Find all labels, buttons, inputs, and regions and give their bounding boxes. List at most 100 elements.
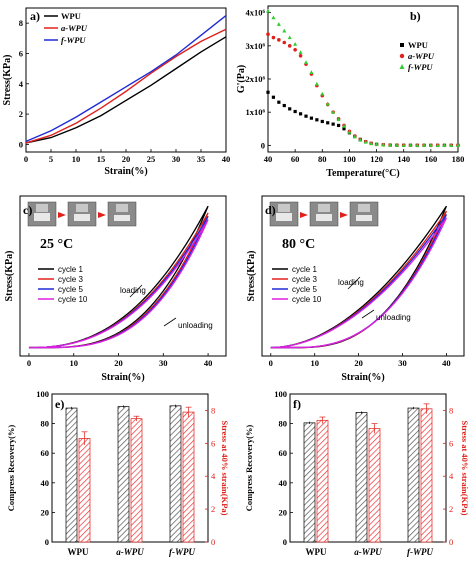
data-point bbox=[293, 109, 297, 114]
y-tick-label: 6 bbox=[19, 48, 23, 58]
data-point bbox=[408, 143, 413, 147]
panel-label: c) bbox=[23, 203, 32, 217]
data-point bbox=[282, 103, 286, 108]
data-point bbox=[315, 118, 319, 122]
panel-label: d) bbox=[265, 203, 276, 217]
arrow-right-icon bbox=[98, 212, 106, 218]
legend-label: cycle 1 bbox=[58, 265, 83, 274]
bar-compress-recovery bbox=[303, 422, 316, 543]
data-point bbox=[298, 53, 303, 58]
legend-label: cycle 3 bbox=[58, 275, 83, 284]
data-point bbox=[293, 48, 297, 52]
bar-compress-recovery bbox=[407, 407, 420, 543]
bar-compress-recovery bbox=[355, 412, 368, 543]
y-tick-label: 40 bbox=[279, 478, 288, 488]
data-point bbox=[293, 41, 298, 46]
x-tick-label: 5 bbox=[49, 154, 53, 164]
data-point bbox=[449, 143, 454, 147]
legend-label: cycle 1 bbox=[292, 265, 317, 274]
data-point bbox=[271, 35, 276, 40]
y-tick-label: 4 bbox=[19, 79, 24, 89]
x-tick-label: 40 bbox=[204, 358, 213, 368]
data-point bbox=[282, 28, 287, 33]
annotation-unloading: unloading bbox=[178, 321, 213, 330]
y2-tick-label: 8 bbox=[449, 405, 453, 415]
x-tick-label: 0 bbox=[27, 358, 31, 368]
inset-photo-sample bbox=[114, 215, 130, 221]
x-tick-label: 20 bbox=[354, 358, 363, 368]
data-point bbox=[331, 122, 335, 126]
data-point bbox=[266, 90, 270, 94]
y-tick-label: 60 bbox=[41, 448, 50, 458]
category-label: WPU bbox=[306, 547, 327, 557]
x-tick-label: 30 bbox=[159, 358, 168, 368]
panel-label: a) bbox=[30, 9, 40, 23]
y-axis-label: Compress Recovery(%) bbox=[244, 425, 254, 512]
data-point bbox=[435, 143, 440, 147]
data-point bbox=[309, 116, 314, 120]
y-tick-label: 60 bbox=[279, 448, 288, 458]
legend-marker bbox=[400, 43, 404, 47]
legend-label: cycle 5 bbox=[292, 285, 317, 294]
y2-axis-label: Stress at 40% strain(KPa) bbox=[220, 421, 230, 516]
plot-frame bbox=[19, 195, 227, 357]
data-point bbox=[304, 114, 308, 118]
x-axis-label: Temperature(°C) bbox=[326, 168, 399, 179]
arrow-right-icon bbox=[300, 212, 308, 218]
bar-stress bbox=[78, 438, 91, 543]
data-point bbox=[326, 121, 330, 125]
data-point bbox=[422, 143, 427, 147]
bar-stress bbox=[316, 419, 329, 543]
y-tick-label: 100 bbox=[274, 389, 287, 399]
y2-tick-label: 4 bbox=[211, 471, 216, 481]
inset-photo-piston bbox=[36, 204, 48, 212]
arrow-loading bbox=[347, 276, 361, 290]
bar-stress bbox=[368, 428, 381, 543]
plot-frame bbox=[51, 393, 209, 543]
series-line-0 bbox=[25, 36, 227, 144]
panel-label: b) bbox=[410, 9, 421, 23]
x-axis-label: Strain(%) bbox=[101, 372, 144, 383]
legend-label: a-WPU bbox=[408, 51, 435, 61]
bar-compress-recovery bbox=[169, 405, 182, 543]
data-point bbox=[336, 123, 341, 128]
x-tick-label: 0 bbox=[24, 154, 28, 164]
data-point bbox=[342, 127, 346, 131]
data-point bbox=[347, 129, 352, 134]
x-tick-label: 60 bbox=[291, 154, 300, 164]
x-tick-label: 0 bbox=[269, 358, 273, 368]
inset-photo-sample bbox=[34, 213, 50, 221]
inset-photo-sample bbox=[74, 214, 90, 221]
data-point bbox=[401, 143, 406, 147]
legend-label: cycle 5 bbox=[58, 285, 83, 294]
data-point bbox=[277, 100, 281, 104]
temperature-label: 25 °C bbox=[40, 237, 73, 252]
x-tick-label: 120 bbox=[370, 154, 383, 164]
bar-compress-recovery bbox=[65, 407, 78, 543]
data-point bbox=[320, 119, 324, 124]
data-point bbox=[369, 141, 374, 146]
y-tick-label: 1x10⁶ bbox=[245, 107, 265, 117]
y-axis-label: G'(Pa) bbox=[236, 65, 247, 93]
x-tick-label: 180 bbox=[452, 154, 465, 164]
y-tick-label: 2 bbox=[19, 109, 23, 119]
arrow-unloading bbox=[361, 309, 375, 319]
category-label: f-WPU bbox=[169, 547, 195, 557]
panel-e: 0 20 40 60 80 100 0 2 4 6 8 WPU a-WPU f-WPU e) Compress… bbox=[6, 389, 230, 557]
data-point bbox=[374, 142, 379, 146]
data-point bbox=[381, 142, 386, 147]
annotation-loading: loading bbox=[338, 278, 364, 287]
x-tick-label: 25 bbox=[147, 154, 156, 164]
legend-label: WPU bbox=[61, 11, 81, 21]
x-tick-label: 15 bbox=[97, 154, 106, 164]
inset-photo-piston bbox=[278, 204, 290, 212]
data-point bbox=[266, 32, 270, 37]
y-tick-label: 0 bbox=[45, 537, 49, 547]
data-point bbox=[276, 22, 281, 26]
legend-label: cycle 3 bbox=[292, 275, 317, 284]
y2-tick-label: 2 bbox=[449, 504, 453, 514]
bar-stress bbox=[420, 408, 433, 543]
y-axis-label: Compress Recovery(%) bbox=[6, 425, 16, 512]
data-point bbox=[287, 44, 292, 48]
